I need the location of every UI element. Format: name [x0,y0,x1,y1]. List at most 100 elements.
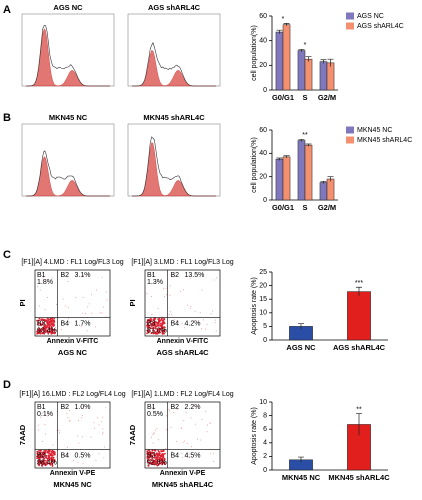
dot [49,463,52,466]
quadrant-name: B1 [37,404,46,411]
dot [36,455,38,458]
error-bar [276,29,283,34]
error-bar [298,138,305,142]
dot [163,459,166,461]
dot [44,324,47,326]
x-tick-label: G2/M [318,203,336,212]
x-tick-label: G2/M [318,93,336,102]
dot [161,463,164,466]
dot [51,449,54,452]
dot [66,454,68,456]
dot [210,453,212,455]
dot [186,442,188,444]
dot [87,306,89,308]
y-axis-label: 7AAD [128,424,137,445]
dot [148,454,151,456]
dot [146,325,149,327]
dot [47,462,50,465]
dot [168,314,170,316]
dot [51,330,54,333]
dot [53,319,55,321]
dot [155,429,156,431]
dot [151,457,154,459]
dot [183,420,185,422]
panel-label: B [3,112,11,124]
bar [282,156,291,201]
legend-label: AGS shARL4C [357,23,404,30]
dot [154,282,156,284]
dot [155,461,158,464]
dot [156,464,159,467]
dot [45,461,48,464]
dot [66,446,68,448]
dot [159,457,162,460]
dot [215,319,217,321]
dot [102,428,104,430]
dot [176,320,178,322]
dot [151,322,154,324]
histogram-title: AGS shARL4C [148,3,201,12]
dot [47,297,49,298]
x-axis-label: Annexin V-PE [50,470,96,477]
dot [150,436,152,438]
dot [42,462,44,465]
histogram-line [26,150,110,197]
dot [153,323,156,326]
dot [155,463,158,466]
dot [80,406,82,408]
dot [153,454,156,456]
y-tick-label: 4 [263,440,267,447]
dot [152,442,154,444]
dot [183,289,184,291]
dot [153,409,154,411]
quadrant-name: B4 [61,320,70,327]
dot [44,464,47,467]
dot [46,463,48,466]
quadrant-value: 1.8% [37,279,53,286]
dot [44,450,47,453]
dot [37,321,40,324]
dot [81,417,83,419]
significance-mark: ** [356,406,362,413]
quadrant-name: B3 [37,452,46,459]
dot [42,276,44,278]
dot [53,321,55,324]
y-tick-label: 0 [263,337,267,344]
bar [304,144,313,201]
dot [187,304,189,306]
dot [173,412,175,413]
error-bar [283,23,290,26]
quadrant-name: B3 [37,320,46,327]
significance-mark: ** [302,132,308,139]
dot [58,430,60,431]
dot [157,308,159,309]
dot [160,324,163,327]
dot [147,331,150,334]
dot [48,331,51,333]
dot [146,332,149,335]
dot [36,329,39,332]
dot [38,424,39,426]
dot [80,325,82,327]
dot [194,310,196,312]
quadrant-name: B2 [61,404,70,411]
dot [67,318,69,320]
dot [50,322,53,324]
dot [48,453,50,455]
x-tick-label: G0/G1 [272,203,294,212]
dot [67,276,69,278]
dot [146,450,149,453]
error-bar [283,155,290,158]
dot [190,417,192,419]
dot [151,274,153,276]
dot [94,427,96,429]
y-axis-label: Apoptosis rate (%) [251,277,258,335]
bar [326,62,335,91]
dot [147,455,149,458]
dot [188,453,190,455]
dot [176,408,178,410]
dot [37,319,40,322]
dot [45,454,48,457]
dot [159,319,162,322]
dot [180,290,182,292]
